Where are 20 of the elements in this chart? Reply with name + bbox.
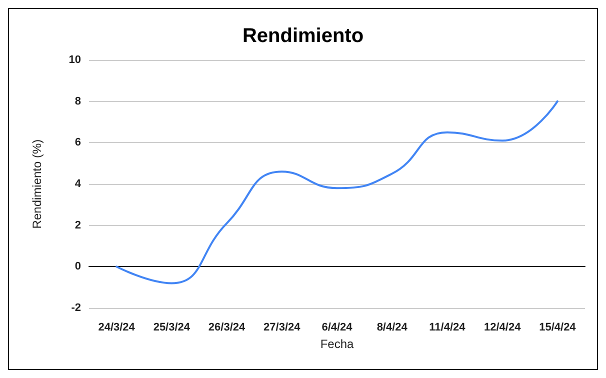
x-tick-label: 12/4/24 — [484, 322, 522, 334]
y-tick-label: -2 — [71, 302, 81, 314]
x-tick-label: 11/4/24 — [429, 322, 466, 334]
y-tick-label: 10 — [68, 54, 81, 66]
x-tick-label: 26/3/24 — [208, 322, 246, 334]
x-tick-label: 8/4/24 — [376, 322, 408, 334]
x-tick-label: 25/3/24 — [153, 322, 191, 334]
x-tick-label: 27/3/24 — [264, 322, 302, 334]
y-tick-label: 8 — [74, 95, 81, 108]
x-tick-label: 24/3/24 — [98, 322, 136, 334]
line-series — [116, 100, 558, 284]
x-tick-label: 15/4/24 — [539, 322, 577, 334]
y-tick-label: 6 — [74, 136, 81, 149]
y-tick-label: 4 — [74, 178, 82, 190]
x-tick-label: 6/4/24 — [322, 322, 354, 334]
chart-title: Rendimiento — [242, 25, 364, 47]
y-tick-label: 0 — [74, 260, 81, 273]
y-tick-label: 2 — [74, 219, 81, 232]
y-axis-title: Rendimiento (%) — [30, 139, 44, 229]
x-axis-title: Fecha — [320, 336, 354, 351]
